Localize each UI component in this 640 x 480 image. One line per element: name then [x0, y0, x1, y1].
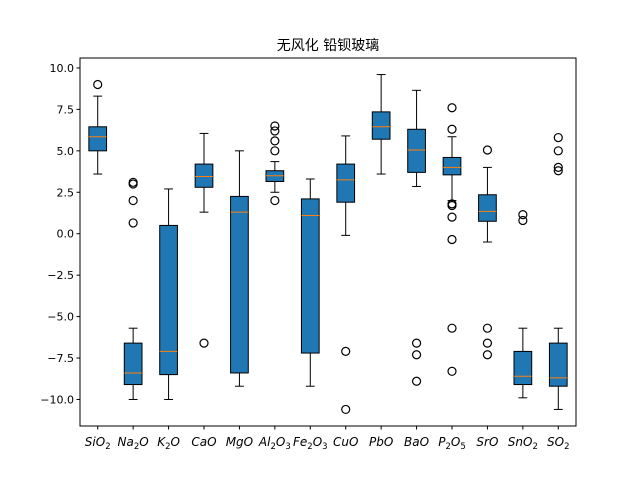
x-tick-label-K2O: K2O: [157, 435, 180, 452]
outlier-point: [270, 126, 280, 136]
outlier-point: [447, 366, 457, 376]
outlier-point: [270, 146, 280, 156]
outlier-point: [482, 145, 493, 155]
box-CaO: [194, 132, 214, 348]
y-tick-label: 7.5: [57, 103, 75, 116]
outlier-point: [518, 215, 528, 226]
box-iqr: [407, 128, 426, 173]
outlier-point: [411, 338, 422, 348]
outlier-point: [482, 338, 493, 348]
y-tick-label: −5.0: [47, 311, 74, 324]
outlier-point: [518, 210, 528, 220]
outlier-point: [341, 404, 351, 415]
outlier-point: [270, 136, 280, 146]
x-tick-label-Na2O: Na2O: [118, 435, 149, 452]
x-axis: SiO2 Na2O K2O CaO MgO Al2O3 Fe2O3 CuO PbO BaO P2O5…: [85, 426, 570, 452]
outlier-point: [447, 200, 457, 211]
x-tick-label-SO2: SO2: [547, 435, 569, 452]
outlier-point: [270, 195, 280, 206]
box-BaO: [407, 89, 426, 386]
outlier-point: [128, 179, 138, 189]
outlier-point: [447, 323, 457, 333]
box-iqr: [336, 163, 356, 203]
y-axis: −10.0 −7.5 −5.0 −2.5 0.0 2.5 5.0 7.5 10.0: [40, 62, 80, 406]
outlier-point: [482, 323, 493, 333]
chart-title: 无风化 铅钡玻璃: [277, 37, 379, 54]
x-tick-label-CaO: CaO: [191, 435, 216, 449]
box-P2O5: [442, 103, 462, 376]
x-tick-label-SnO2: SnO2: [508, 435, 538, 452]
box-SnO2: [513, 210, 533, 399]
box-iqr: [513, 350, 533, 386]
x-tick-label-SrO: SrO: [476, 435, 498, 449]
y-tick-label: 10.0: [50, 62, 75, 75]
box-iqr: [442, 156, 462, 176]
box-CuO: [336, 135, 356, 415]
outlier-point: [411, 350, 422, 360]
outlier-point: [93, 79, 103, 90]
box-iqr: [159, 224, 178, 376]
x-tick-label-PbO: PbO: [369, 435, 393, 449]
y-tick-label: 2.5: [57, 186, 75, 199]
outlier-point: [447, 212, 457, 222]
outlier-point: [128, 218, 138, 228]
y-tick-label: −2.5: [47, 269, 74, 282]
box-MgO: [230, 150, 249, 387]
x-tick-label-Fe2O3: Fe2O3: [293, 435, 328, 452]
box-iqr: [478, 194, 497, 222]
outlier-point: [341, 346, 351, 357]
outlier-point: [447, 103, 457, 113]
box-Fe2O3: [300, 178, 320, 387]
box-Na2O: [123, 177, 143, 400]
box-iqr: [123, 342, 143, 386]
outlier-point: [482, 350, 493, 360]
x-tick-label-CuO: CuO: [333, 435, 358, 449]
plot-area: [88, 74, 568, 415]
outlier-point: [553, 162, 563, 173]
x-tick-label-P2O5: P2O5: [438, 435, 466, 452]
box-iqr: [88, 126, 108, 152]
outlier-point: [270, 121, 280, 131]
box-PbO: [371, 74, 391, 175]
box-SO2: [548, 132, 568, 410]
y-tick-label: −10.0: [40, 393, 74, 406]
outlier-point: [128, 195, 138, 206]
axes-frame: [79, 57, 577, 427]
x-tick-label-MgO: MgO: [226, 435, 253, 449]
outlier-point: [411, 376, 422, 386]
box-SrO: [478, 145, 497, 360]
outlier-point: [199, 338, 209, 348]
box-SiO2: [88, 79, 108, 175]
outlier-point: [447, 234, 457, 245]
outlier-point: [553, 166, 563, 176]
y-tick-label: −7.5: [47, 352, 74, 365]
outlier-point: [553, 132, 563, 143]
box-Al2O3: [265, 121, 285, 206]
outlier-point: [553, 146, 563, 156]
box-K2O: [159, 188, 178, 400]
box-iqr: [371, 111, 391, 140]
x-tick-label-Al2O3: Al2O3: [258, 435, 291, 452]
outlier-point: [447, 124, 457, 134]
box-iqr: [548, 342, 568, 387]
box-iqr: [230, 195, 249, 374]
x-tick-label-BaO: BaO: [404, 435, 429, 449]
x-tick-label-SiO2: SiO2: [85, 435, 111, 452]
y-tick-label: 5.0: [57, 145, 75, 158]
box-iqr: [194, 163, 214, 188]
y-tick-label: 0.0: [57, 228, 75, 241]
box-iqr: [300, 198, 320, 354]
